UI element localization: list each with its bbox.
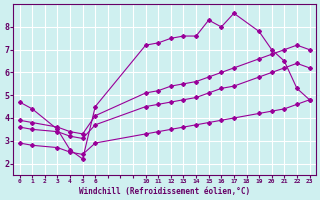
X-axis label: Windchill (Refroidissement éolien,°C): Windchill (Refroidissement éolien,°C) bbox=[79, 187, 250, 196]
